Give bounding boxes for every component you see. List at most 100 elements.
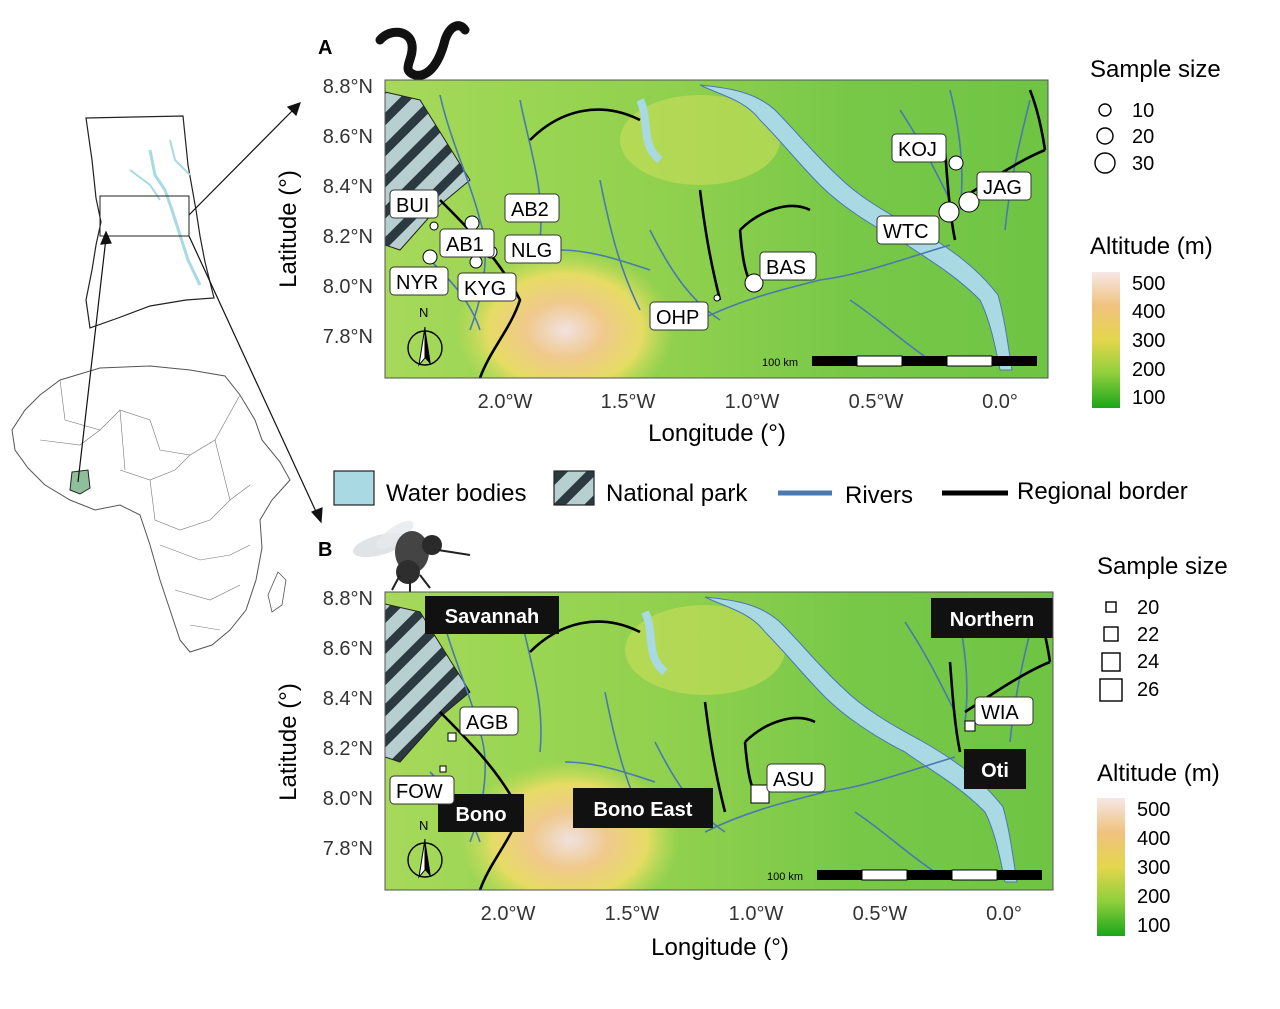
region-northern: Northern (931, 598, 1053, 638)
legend-a-size-2: 30 (1132, 153, 1154, 175)
locator-arrows (77, 102, 323, 524)
legend-b-size-3: 26 (1137, 679, 1159, 701)
svg-text:OHP: OHP (656, 307, 699, 329)
svg-text:KYG: KYG (464, 278, 506, 300)
svg-text:KOJ: KOJ (898, 139, 937, 161)
scale-label-a: 100 km (762, 357, 798, 369)
label-wtc: WTC (876, 215, 940, 245)
legend-park-label: National park (606, 480, 748, 507)
region-oti: Oti (964, 749, 1026, 789)
ghana-locator-map (85, 115, 215, 329)
ytick-a-4: 8.0°N (323, 276, 373, 298)
panel-b-legend: Sample size 20 22 24 26 Altitude (m) 500… (1097, 553, 1228, 937)
xtick-a-0: 2.0°W (478, 391, 533, 413)
region-savannah: Savannah (425, 596, 559, 634)
site-agb-point (447, 732, 457, 742)
ghana-outline (85, 115, 215, 329)
panel-a-y-label: Latitude (°) (275, 170, 302, 288)
xtick-a-2: 1.0°W (725, 391, 780, 413)
label-nyr: NYR (389, 266, 449, 296)
legend-b-alt-1: 400 (1137, 828, 1170, 850)
ytick-a-5: 7.8°N (323, 326, 373, 348)
xtick-b-0: 2.0°W (481, 903, 536, 925)
xtick-b-1: 1.5°W (605, 903, 660, 925)
panel-b-x-ticks: 2.0°W 1.5°W 1.0°W 0.5°W 0.0° (481, 903, 1022, 925)
legend-river-label: Rivers (845, 482, 913, 509)
africa-locator-map (11, 365, 291, 653)
ytick-b-5: 7.8°N (323, 838, 373, 860)
panel-a-x-label: Longitude (°) (648, 420, 786, 447)
site-koj-point (948, 155, 964, 171)
ytick-a-3: 8.2°N (323, 226, 373, 248)
legend-b-alt-3: 200 (1137, 886, 1170, 908)
legend-b-alt-bar (1097, 798, 1125, 936)
north-label-b: N (419, 818, 428, 833)
legend-a-alt-1: 400 (1132, 301, 1165, 323)
xtick-b-4: 0.0° (986, 903, 1022, 925)
label-wia: WIA (974, 696, 1034, 726)
site-labels-b: AGB FOW ASU WIA (389, 696, 1034, 805)
legend-a-size-title: Sample size (1090, 56, 1221, 83)
legend-b-size-title: Sample size (1097, 553, 1228, 580)
site-wia-point (964, 720, 976, 732)
label-asu: ASU (766, 763, 826, 793)
svg-text:AGB: AGB (466, 712, 508, 734)
legend-a-alt-2: 300 (1132, 330, 1165, 352)
north-arrow-a: N (407, 305, 443, 367)
svg-text:FOW: FOW (396, 781, 443, 803)
label-ab1: AB1 (439, 228, 495, 258)
ytick-b-1: 8.6°N (323, 638, 373, 660)
svg-text:BAS: BAS (766, 257, 806, 279)
label-jag: JAG (976, 171, 1032, 201)
lake-volta-b (704, 596, 1018, 883)
legend-b-size-1: 22 (1137, 624, 1159, 646)
sites-b (439, 720, 976, 804)
ytick-b-4: 8.0°N (323, 788, 373, 810)
site-fow-point (439, 765, 447, 773)
site-labels-a: BUI AB2 AB1 NLG NYR KYG OHP BAS KOJ JAG … (389, 133, 1032, 331)
ytick-b-0: 8.8°N (323, 588, 373, 610)
legend-a-alt-3: 200 (1132, 359, 1165, 381)
svg-text:Northern: Northern (950, 609, 1034, 631)
panel-b-y-label: Latitude (°) (275, 683, 302, 801)
svg-text:Bono East: Bono East (594, 799, 693, 821)
svg-text:ASU: ASU (773, 769, 814, 791)
africa-outline (11, 365, 291, 653)
site-kyg-point (469, 255, 483, 269)
madagascar (267, 571, 287, 613)
ghana-highlight (69, 469, 91, 495)
scale-bar-b: 100 km (767, 869, 1042, 883)
panel-b-map: Savannah Northern Bono Bono East Oti 100… (385, 592, 1053, 890)
svg-text:BUI: BUI (396, 195, 429, 217)
scale-label-b: 100 km (767, 871, 803, 883)
panel-a-legend: Sample size 10 20 30 Altitude (m) 500 40… (1090, 56, 1221, 409)
label-agb: AGB (459, 706, 519, 736)
svg-text:JAG: JAG (983, 177, 1022, 199)
label-ab2: AB2 (504, 193, 560, 223)
legend-a-alt-title: Altitude (m) (1090, 233, 1213, 260)
site-ohp-point (713, 294, 721, 302)
legend-a-alt-4: 100 (1132, 387, 1165, 409)
label-fow: FOW (389, 775, 455, 805)
svg-text:AB1: AB1 (446, 234, 484, 256)
north-arrow-b: N (407, 818, 443, 879)
legend-a-alt-bar (1092, 272, 1120, 408)
study-area-box (99, 195, 190, 237)
ytick-b-2: 8.4°N (323, 688, 373, 710)
fly-icon (352, 520, 471, 592)
panel-b-y-ticks: 8.8°N 8.6°N 8.4°N 8.2°N 8.0°N 7.8°N (323, 588, 373, 860)
xtick-a-4: 0.0° (982, 391, 1018, 413)
svg-text:NLG: NLG (511, 240, 552, 262)
legend-park-swatch (553, 470, 595, 506)
legend-border-label: Regional border (1017, 478, 1188, 505)
legend-b-alt-0: 500 (1137, 799, 1170, 821)
panel-b-label: B (318, 539, 332, 561)
scale-bar-a: 100 km (762, 355, 1037, 369)
eel-icon (375, 21, 470, 80)
legend-b-alt-title: Altitude (m) (1097, 760, 1220, 787)
label-kyg: KYG (457, 272, 517, 302)
legend-a-size-1: 20 (1132, 126, 1154, 148)
panel-a-label: A (318, 37, 332, 59)
xtick-b-3: 0.5°W (853, 903, 908, 925)
label-bui: BUI (389, 189, 439, 219)
